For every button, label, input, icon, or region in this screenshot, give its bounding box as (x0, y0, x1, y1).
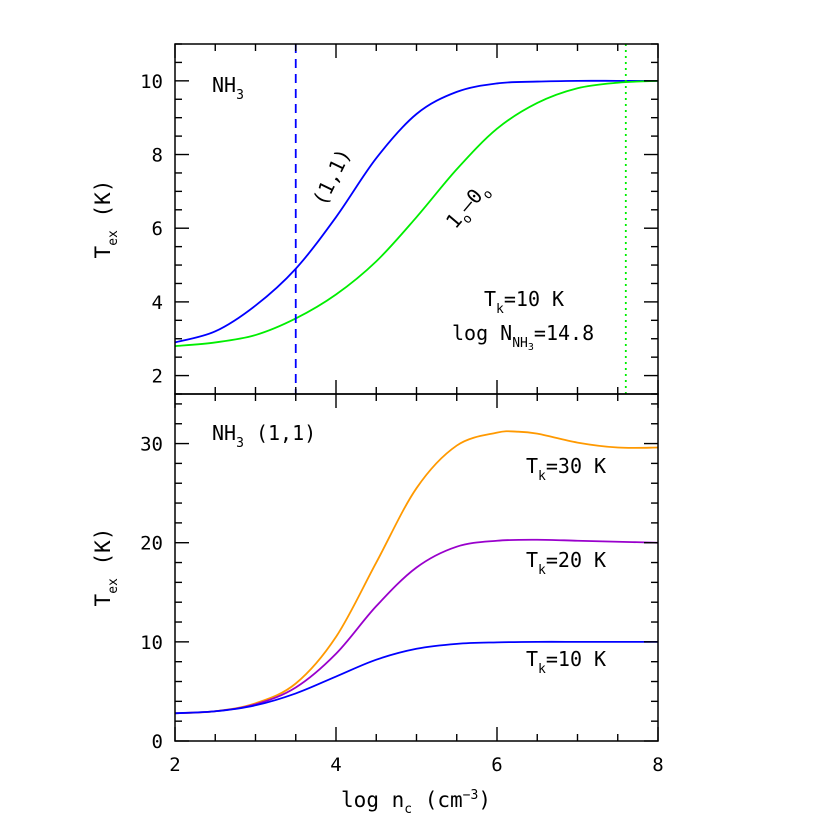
top-series-line-1 (174, 79, 659, 348)
top-annotation-column-density: log NNH3=14.8 (452, 321, 594, 353)
bottom-x-tick-label: 4 (330, 754, 341, 776)
bottom-y-tick-label: 30 (140, 434, 163, 456)
top-y-tick-label: 10 (140, 71, 163, 93)
top-y-axis-label: Tex (K) (91, 180, 121, 259)
top-y-tick-label: 6 (152, 218, 163, 240)
bottom-y-tick-label: 20 (140, 533, 163, 555)
bottom-series-line-0 (174, 430, 659, 715)
bottom-y-tick-label: 10 (140, 632, 163, 654)
bottom-corner-label: NH3 (1,1) (212, 421, 316, 451)
bottom-plot-frame (174, 393, 659, 742)
bottom-x-tick-label: 2 (169, 754, 180, 776)
top-series-line-0 (174, 79, 658, 344)
x-axis-label: log nc (cm−3) (341, 788, 491, 817)
top-y-tick-label: 8 (152, 145, 163, 167)
bottom-y-axis-label: Tex (K) (91, 528, 121, 607)
top-y-tick-label: 4 (152, 292, 163, 314)
top-corner-label: NH3 (212, 73, 244, 103)
bottom-y-tick-label: 0 (152, 731, 163, 753)
bottom-x-tick-label: 8 (652, 754, 663, 776)
bottom-series-line-2 (174, 640, 658, 715)
top-y-tick-label: 2 (152, 366, 163, 388)
top-annotation-tk: Tk=10 K (484, 287, 564, 317)
bottom-annotation-tk10: Tk=10 K (526, 647, 606, 677)
bottom-series-line-1 (174, 538, 659, 715)
bottom-annotation-tk30: Tk=30 K (526, 454, 606, 484)
bottom-annotation-tk20: Tk=20 K (526, 548, 606, 578)
bottom-panel: 0 10 20 30 2 4 6 8 NH3 (1,1) Tk=30 K Tk=20 K Tk… (91, 393, 664, 817)
bottom-x-tick-label: 6 (491, 754, 502, 776)
